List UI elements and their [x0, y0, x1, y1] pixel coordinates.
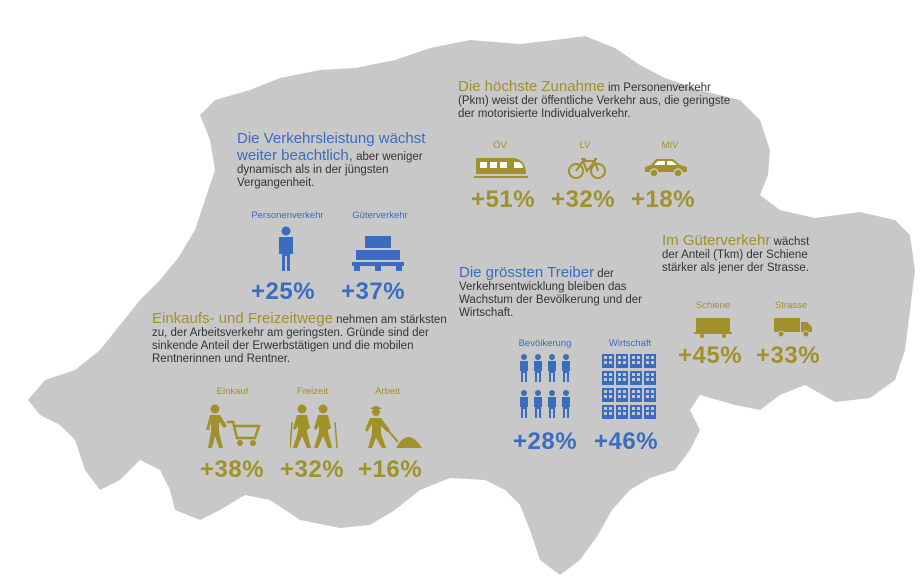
shopping-icon — [206, 404, 261, 448]
label-strasse: Strasse — [774, 300, 808, 311]
treiber-heading: Die grössten Treiber — [459, 264, 595, 281]
label-wirtschaft: Wirtschaft — [608, 338, 652, 349]
label-einkauf: Einkauf — [216, 386, 249, 397]
verkehrsleistung-heading: Die Verkehrsleistung wächst weiter beach… — [237, 130, 426, 164]
value-gueterverkehr: +37% — [341, 278, 406, 305]
label-schiene: Schiene — [695, 300, 731, 311]
pallet-icon — [352, 236, 404, 271]
zunahme-block: Die höchste Zunahme im Personenverkehr (… — [458, 78, 743, 121]
hikers-icon — [290, 404, 338, 449]
zunahme-heading: Die höchste Zunahme — [458, 78, 605, 95]
person-icon — [279, 226, 293, 271]
value-oev: +51% — [471, 186, 536, 213]
label-gueterverkehr: Güterverkehr — [352, 210, 408, 221]
value-wirtschaft: +46% — [594, 428, 659, 455]
label-lv: LV — [579, 140, 591, 151]
treiber-block: Die grössten Treiber der Verkehrsentwick… — [459, 264, 644, 320]
truck-icon — [774, 318, 812, 338]
gueterverkehr-block: Im Güterverkehr wächst der Anteil (Tkm) … — [662, 232, 812, 275]
freight-wagon-icon — [694, 318, 732, 338]
label-freizeit: Freizeit — [296, 386, 329, 397]
value-lv: +32% — [551, 186, 616, 213]
value-strasse: +33% — [756, 342, 821, 369]
gueterverkehr-text: wächst der Anteil (Tkm) der Schiene stär… — [662, 236, 810, 274]
value-miv: +18% — [631, 186, 696, 213]
value-schiene: +45% — [678, 342, 743, 369]
worker-icon — [365, 406, 422, 448]
label-arbeit: Arbeit — [375, 386, 400, 397]
population-icon — [520, 354, 570, 418]
freizeit-text: nehmen am stärksten zu, der Arbeitsverke… — [152, 314, 447, 365]
freizeit-block: Einkaufs- und Freizeitwege nehmen am stä… — [152, 310, 457, 366]
freizeit-heading: Einkaufs- und Freizeitwege — [152, 310, 333, 327]
treiber-text: der Verkehrsentwicklung bleiben das Wach… — [459, 268, 643, 319]
value-arbeit: +16% — [358, 456, 423, 483]
zunahme-text: im Personenverkehr (Pkm) weist der öffen… — [458, 82, 731, 120]
value-bevoelkerung: +28% — [513, 428, 578, 455]
car-icon — [645, 159, 687, 178]
label-miv: MIV — [661, 140, 679, 151]
value-freizeit: +32% — [280, 456, 345, 483]
bicycle-icon — [568, 158, 606, 179]
verkehrsleistung-block: Die Verkehrsleistung wächst weiter beach… — [237, 130, 462, 190]
gueterverkehr-heading: Im Güterverkehr — [662, 232, 771, 249]
train-icon — [474, 158, 528, 178]
label-personenverkehr: Personenverkehr — [251, 210, 324, 221]
value-einkauf: +38% — [200, 456, 265, 483]
label-bevoelkerung: Bevölkerung — [518, 338, 572, 349]
switzerland-silhouette — [28, 36, 915, 575]
label-oev: ÖV — [493, 140, 507, 151]
buildings-icon — [602, 354, 656, 419]
value-personenverkehr: +25% — [251, 278, 316, 305]
lake-notch — [700, 82, 750, 100]
verkehrsleistung-text: aber weniger dynamisch als in der jüngst… — [237, 151, 423, 189]
